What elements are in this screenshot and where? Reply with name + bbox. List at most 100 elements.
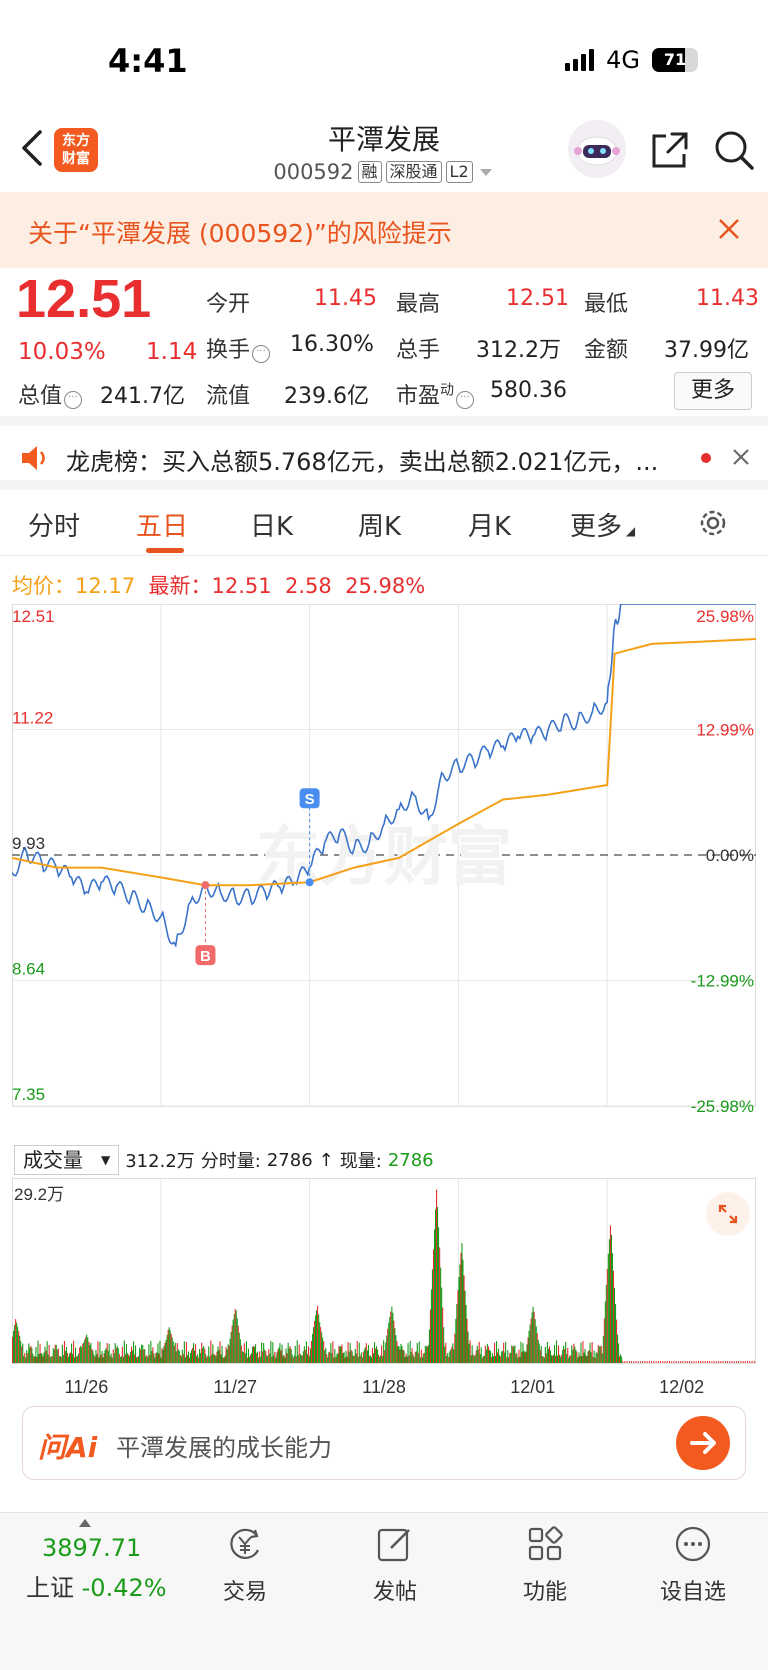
volume-bar — [715, 1361, 717, 1363]
five-day-price-chart[interactable]: 东方财富12.5111.229.938.647.3525.98%12.99%0.… — [12, 604, 756, 1140]
volume-bar — [249, 1354, 251, 1363]
nav-post[interactable]: 发帖 — [350, 1524, 440, 1606]
volume-bar — [115, 1347, 117, 1363]
volume-bar — [166, 1335, 168, 1363]
volume-bar — [320, 1327, 322, 1363]
divider — [0, 480, 768, 490]
volume-bar — [587, 1351, 589, 1363]
tag-margin: 融 — [357, 161, 382, 183]
info-icon[interactable]: ··· — [64, 391, 83, 409]
volume-bar — [631, 1361, 632, 1363]
volume-bar — [517, 1357, 519, 1363]
back-arrow-icon[interactable] — [18, 128, 48, 168]
speaker-icon — [22, 446, 45, 470]
volume-bar — [421, 1357, 423, 1363]
volume-bar — [388, 1322, 390, 1363]
volume-bar — [698, 1361, 699, 1363]
tag-level2: L2 — [445, 161, 473, 183]
volume-bar — [416, 1343, 418, 1363]
volume-bar — [175, 1351, 177, 1363]
ask-ai-box[interactable] — [22, 1406, 746, 1480]
tab-weekly-k[interactable]: 周K — [358, 512, 402, 542]
volume-bar — [173, 1345, 175, 1363]
volume-bar — [460, 1252, 462, 1363]
index-line[interactable]: 上证 -0.42% — [26, 1568, 167, 1603]
close-icon[interactable] — [714, 214, 744, 244]
nav-watchlist[interactable]: 设自选 — [648, 1524, 738, 1606]
ai-prompt[interactable]: 平潭发展的成长能力 — [116, 1434, 332, 1462]
robot-avatar[interactable] — [568, 120, 626, 178]
volume-bar — [228, 1345, 230, 1363]
ai-submit-button[interactable] — [676, 1416, 730, 1470]
volume-bar — [122, 1356, 124, 1363]
volume-bar — [218, 1350, 220, 1363]
volume-bar — [177, 1349, 179, 1363]
volume-chart[interactable]: 29.2万 11/26 11/27 11/28 12/01 12/02 — [12, 1178, 756, 1400]
volume-bar — [489, 1351, 491, 1363]
volume-bar — [114, 1343, 116, 1363]
volume-bar — [731, 1361, 733, 1363]
risk-banner-text[interactable]: 关于“平潭发展 (000592)”的风险提示 — [28, 219, 452, 248]
volume-bar — [187, 1351, 189, 1363]
info-icon[interactable]: ··· — [456, 391, 475, 409]
tab-daily-k[interactable]: 日K — [250, 512, 294, 542]
volume-bar — [476, 1345, 478, 1363]
stock-code-line[interactable]: 000592 融 深股通 L2 — [0, 160, 768, 184]
expand-button[interactable] — [706, 1192, 750, 1236]
volume-bar — [419, 1357, 421, 1363]
tab-monthly-k[interactable]: 月K — [468, 512, 512, 542]
volume-bar — [214, 1354, 216, 1363]
volume-bar — [459, 1264, 461, 1363]
x-day-label: 12/01 — [510, 1377, 555, 1397]
volume-bar — [392, 1312, 394, 1363]
volume-bar — [610, 1234, 612, 1363]
volume-bar — [128, 1356, 130, 1363]
nav-functions[interactable]: 功能 — [500, 1524, 590, 1606]
tab-more[interactable]: 更多 ◢ — [570, 512, 636, 542]
indicator-select[interactable]: 成交量 ▼ — [14, 1145, 120, 1175]
share-icon[interactable] — [648, 128, 692, 172]
volume-bar — [410, 1352, 412, 1363]
volume-bar — [192, 1347, 194, 1363]
more-dots-icon — [675, 1526, 711, 1562]
volume-bar — [48, 1345, 50, 1363]
volume-bar — [78, 1353, 80, 1363]
volume-bar — [347, 1342, 349, 1363]
volume-bar — [16, 1322, 18, 1363]
x-day-label: 11/27 — [213, 1377, 257, 1397]
volume-bar — [441, 1287, 443, 1363]
volume-bar — [144, 1349, 146, 1363]
volume-bar — [266, 1355, 268, 1363]
volume-bar — [503, 1342, 505, 1363]
volume-bar — [454, 1333, 456, 1363]
info-icon[interactable]: ··· — [252, 345, 271, 363]
volume-bar — [111, 1357, 113, 1363]
volume-bar — [480, 1347, 482, 1363]
tab-five-day[interactable]: 五日 — [136, 512, 189, 542]
volume-bar — [550, 1355, 552, 1363]
volume-bar — [179, 1354, 181, 1363]
index-value[interactable]: 3897.71 — [42, 1534, 142, 1562]
volume-bar — [569, 1355, 571, 1363]
tab-intraday[interactable]: 分时 — [28, 512, 81, 542]
volume-bar — [105, 1348, 107, 1363]
app-logo[interactable]: 东方财富 — [54, 128, 98, 172]
close-icon[interactable] — [730, 446, 752, 468]
risk-banner[interactable] — [0, 192, 768, 268]
volume-bar — [494, 1342, 496, 1363]
volume-bar — [142, 1345, 144, 1363]
dragon-tiger-ticker[interactable]: 龙虎榜：买入总额5.768亿元，卖出总额2.021亿元，... — [66, 448, 659, 476]
volume-bar — [361, 1357, 363, 1363]
gear-icon[interactable] — [696, 506, 730, 540]
volume-bar — [594, 1357, 596, 1363]
more-button[interactable]: 更多 — [674, 372, 752, 410]
volume-bar — [599, 1346, 601, 1363]
volume-bar — [440, 1267, 442, 1363]
volume-bar — [543, 1357, 545, 1363]
volume-bar — [492, 1356, 494, 1363]
volume-bar — [509, 1353, 511, 1363]
volume-bar — [51, 1356, 53, 1363]
volume-bar — [524, 1352, 526, 1363]
search-icon[interactable] — [712, 128, 756, 172]
nav-trade[interactable]: 交易 — [200, 1524, 290, 1606]
